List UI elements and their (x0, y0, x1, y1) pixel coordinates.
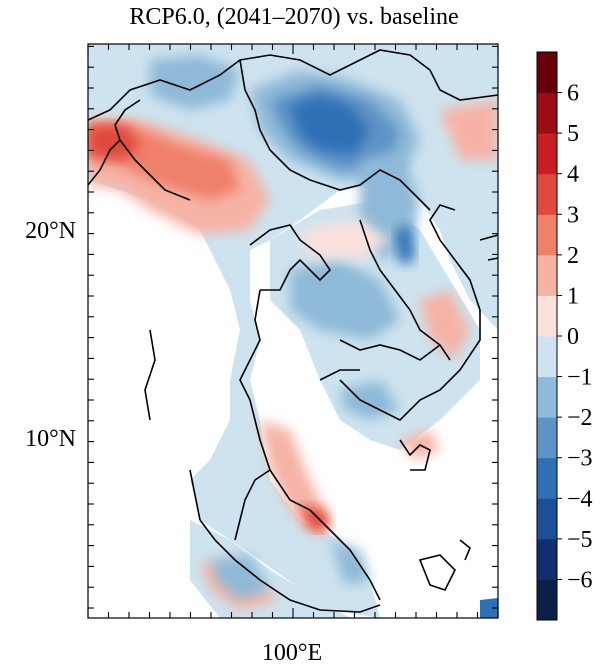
map-title: RCP6.0, (2041–2070) vs. baseline (129, 4, 458, 30)
colorbar-tick-label: −4 (567, 486, 593, 512)
colorbar-bins (537, 52, 557, 621)
colorbar-bin (537, 417, 557, 459)
colorbar-bin (537, 376, 557, 418)
colorbar-bin (537, 214, 557, 256)
colorbar-bin (537, 336, 557, 378)
colorbar-bin (537, 92, 557, 134)
colorbar-bin (537, 498, 557, 540)
colorbar-bin (537, 173, 557, 215)
map-ticks (87, 44, 499, 618)
lon-label-100e: 100°E (262, 640, 322, 666)
colorbar-tick-label: −1 (567, 365, 593, 391)
country-borders (88, 49, 498, 613)
colorbar-tick-label: 5 (567, 121, 579, 147)
lat-label-20n: 20°N (25, 218, 76, 244)
colorbar-tick-label: 4 (567, 162, 579, 188)
colorbar-bin (537, 254, 557, 296)
colorbar-labels: 6 5 4 3 2 1 0 −1 −2 −3 −4 −5 −6 (557, 81, 593, 593)
colorbar-tick-label: −2 (567, 405, 593, 431)
map-panel: 20°N 10°N 100°E (25, 43, 499, 666)
anomaly-field (88, 44, 498, 618)
colorbar-bin (537, 133, 557, 175)
colorbar-bin (537, 52, 557, 94)
colorbar-bin (537, 579, 557, 621)
colorbar-bin (537, 538, 557, 580)
colorbar-tick-label: 6 (567, 81, 579, 107)
colorbar-bin (537, 457, 557, 499)
colorbar-tick-label: −6 (567, 567, 593, 593)
colorbar-tick-label: −5 (567, 527, 593, 553)
colorbar-tick-label: 3 (567, 202, 579, 228)
colorbar-tick-label: 1 (567, 283, 579, 309)
colorbar: 6 5 4 3 2 1 0 −1 −2 −3 −4 −5 −6 (536, 51, 593, 621)
colorbar-bin (537, 295, 557, 337)
colorbar-tick-label: 2 (567, 243, 579, 269)
colorbar-tick-label: 0 (567, 324, 579, 350)
colorbar-tick-label: −3 (567, 446, 593, 472)
lat-label-10n: 10°N (25, 426, 76, 452)
